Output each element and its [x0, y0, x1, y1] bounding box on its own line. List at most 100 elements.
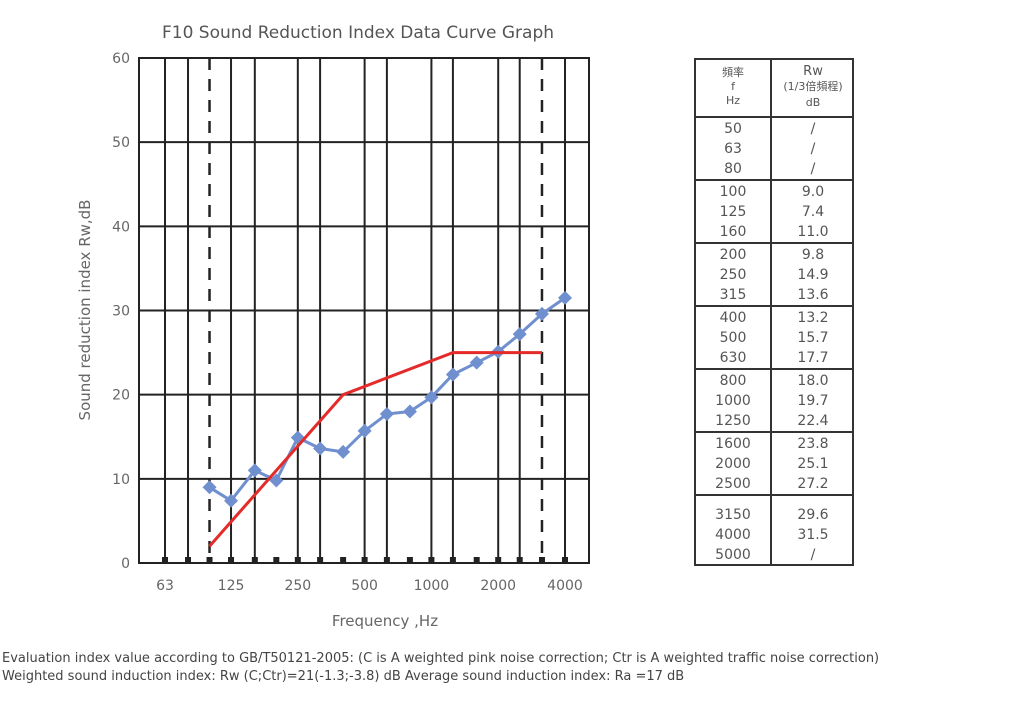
table-frequency-cell: 50 — [724, 121, 742, 137]
table-rw-cell: 17.7 — [797, 350, 829, 366]
x-tick-mark — [495, 557, 502, 563]
x-tick-mark — [406, 557, 413, 563]
table-frequency-cell: 1600 — [715, 436, 751, 452]
x-tick-mark — [562, 557, 568, 563]
data-point — [247, 463, 262, 478]
x-tick-label: 250 — [284, 578, 311, 594]
table-group: 200 250 315 9.8 14.9 13.6 — [696, 242, 852, 307]
x-tick-mark — [383, 557, 390, 563]
data-point — [534, 306, 549, 321]
table-group: 400 500 630 13.2 15.7 17.7 — [696, 305, 852, 370]
x-tick-mark — [162, 557, 168, 563]
table-frequency-cell: 800 — [719, 373, 747, 389]
data-point — [558, 290, 572, 305]
table-frequency-cell: 2500 — [715, 476, 751, 492]
table-column-divider — [770, 60, 772, 564]
data-point — [202, 480, 217, 495]
series — [202, 290, 572, 548]
table-rw-cell: 14.9 — [797, 267, 829, 283]
x-tick-mark — [251, 557, 258, 563]
table-frequency-cell: 3150 — [715, 507, 751, 523]
table-header: 頻率 f Hz Rw (1/3倍頻程) dB — [696, 60, 852, 116]
table-rw-cell: 9.8 — [801, 247, 825, 263]
x-tick-label: 125 — [218, 578, 245, 594]
x-tick-mark — [185, 557, 192, 563]
table-header-frequency: f — [731, 80, 735, 93]
data-point — [357, 423, 372, 438]
footnote-line-2: Weighted sound induction index: Rw (C;Ct… — [2, 669, 685, 684]
table-group: 100 125 160 9.0 7.4 11.0 — [696, 179, 852, 244]
data-point — [445, 367, 460, 382]
table-rw-cell: 23.8 — [797, 436, 829, 452]
table-frequency-cell: 125 — [719, 204, 747, 220]
table-rw-cell: 27.2 — [797, 476, 829, 492]
x-tick-label: 1000 — [414, 578, 450, 594]
table-rw-cell: 25.1 — [797, 456, 829, 472]
x-tick-mark — [428, 557, 435, 563]
x-tick-mark — [294, 557, 301, 563]
table-frequency-cell: 500 — [719, 330, 747, 346]
table-frequency-cell: 400 — [719, 310, 747, 326]
table-rw-cell: 9.0 — [801, 184, 825, 200]
table-rw-cell: / — [810, 161, 816, 177]
series-line-2 — [208, 351, 542, 548]
data-point — [402, 404, 417, 419]
table-frequency-cell: 160 — [719, 224, 747, 240]
x-tick-mark — [273, 557, 280, 563]
x-tick-mark — [516, 557, 523, 563]
table-group: 1600 2000 2500 23.8 25.1 27.2 — [696, 431, 852, 496]
table-group: 800 1000 1250 18.0 19.7 22.4 — [696, 368, 852, 433]
table-header-frequency: 頻率 — [722, 66, 744, 79]
table-header-rw: Rw — [803, 64, 823, 79]
table-frequency-cell: 630 — [719, 350, 747, 366]
x-tick-mark — [538, 557, 545, 563]
x-tick-label: 4000 — [547, 578, 583, 594]
table-frequency-cell: 1250 — [715, 413, 751, 429]
y-tick-label: 20 — [112, 388, 130, 404]
table-rw-cell: 22.4 — [797, 413, 829, 429]
data-point — [224, 493, 239, 508]
table-rw-cell: 15.7 — [797, 330, 829, 346]
table-rw-cell: / — [810, 547, 816, 563]
table-group: 3150 4000 5000 29.6 31.5 / — [696, 494, 852, 563]
table-frequency-cell: 4000 — [715, 527, 751, 543]
data-point — [512, 327, 527, 342]
x-tick-mark — [449, 557, 456, 563]
table-group: 50 63 80 / / / — [696, 116, 852, 181]
x-tick-label: 2000 — [480, 578, 516, 594]
table-frequency-cell: 1000 — [715, 393, 751, 409]
frequency-table: 頻率 f Hz Rw (1/3倍頻程) dB 50 63 80 / / / 100 125 160 9.0 7.… — [694, 58, 854, 566]
table-header-frequency: Hz — [725, 94, 741, 107]
chart: F10 Sound Reduction Index Data Curve Gra… — [76, 23, 590, 630]
y-tick-label: 60 — [112, 51, 130, 67]
table-rw-cell: 13.2 — [797, 310, 829, 326]
data-point — [469, 355, 484, 370]
x-tick-label: 500 — [351, 578, 378, 594]
table-rw-cell: 7.4 — [801, 204, 825, 220]
table-header-rw: dB — [805, 96, 821, 109]
table-rw-cell: 31.5 — [797, 527, 829, 543]
y-tick-label: 30 — [112, 304, 130, 320]
table-frequency-cell: 63 — [724, 141, 742, 157]
x-tick-mark — [317, 557, 324, 563]
table-frequency-cell: 100 — [719, 184, 747, 200]
table-rw-cell: / — [810, 141, 816, 157]
y-tick-label: 40 — [112, 219, 130, 235]
footnote-line-1: Evaluation index value according to GB/T… — [2, 651, 880, 666]
tick-labels: 0 10 20 30 40 50 60 63 125 250 500 1000 2000 4000 — [112, 51, 583, 594]
table-frequency-cell: 5000 — [715, 547, 751, 563]
chart-title: F10 Sound Reduction Index Data Curve Gra… — [162, 23, 554, 43]
table-rw-cell: 11.0 — [797, 224, 829, 240]
x-tick-label: 63 — [156, 578, 174, 594]
x-tick-mark — [228, 557, 235, 563]
y-tick-label: 50 — [112, 135, 130, 151]
table-header-rw: (1/3倍頻程) — [783, 80, 843, 93]
data-point — [336, 444, 351, 459]
table-frequency-cell: 250 — [719, 267, 747, 283]
x-tick-mark — [361, 557, 368, 563]
y-tick-label: 0 — [121, 556, 130, 572]
table-frequency-cell: 315 — [719, 287, 747, 303]
x-tick-mark — [206, 557, 213, 563]
x-tick-mark — [340, 557, 347, 563]
y-tick-label: 10 — [112, 472, 130, 488]
